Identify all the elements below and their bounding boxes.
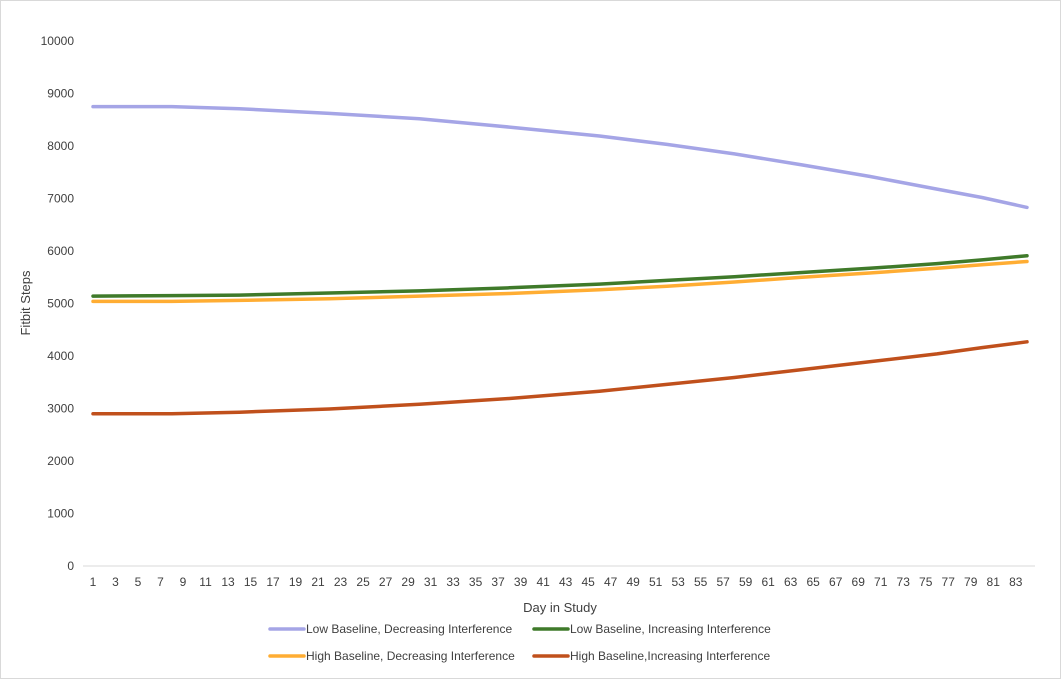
x-tick-label: 83: [1009, 575, 1023, 589]
y-tick-label: 5000: [47, 297, 74, 311]
x-tick-label: 69: [852, 575, 866, 589]
x-tick-label: 5: [135, 575, 142, 589]
x-tick-label: 33: [446, 575, 460, 589]
x-tick-label: 13: [221, 575, 235, 589]
x-tick-label: 67: [829, 575, 843, 589]
x-tick-label: 59: [739, 575, 753, 589]
x-tick-label: 63: [784, 575, 798, 589]
y-tick-label: 3000: [47, 402, 74, 416]
x-tick-label: 45: [581, 575, 595, 589]
y-axis-title: Fitbit Steps: [18, 270, 33, 336]
y-tick-label: 2000: [47, 454, 74, 468]
x-tick-label: 51: [649, 575, 663, 589]
x-tick-label: 41: [536, 575, 550, 589]
y-tick-label: 0: [67, 559, 74, 573]
legend-label-3: High Baseline, Decreasing Interference: [306, 649, 515, 663]
series-line-4: [91, 340, 1029, 416]
x-tick-label: 79: [964, 575, 978, 589]
x-tick-label: 11: [199, 575, 212, 589]
series-line-1: [91, 104, 1029, 210]
y-tick-label: 6000: [47, 244, 74, 258]
y-tick-label: 9000: [47, 87, 74, 101]
y-tick-label: 10000: [41, 34, 75, 48]
x-tick-label: 65: [807, 575, 821, 589]
x-tick-label: 9: [180, 575, 187, 589]
x-tick-label: 35: [469, 575, 483, 589]
x-tick-label: 57: [716, 575, 730, 589]
x-tick-label: 47: [604, 575, 618, 589]
series-line-3: [91, 259, 1029, 304]
x-tick-label: 75: [919, 575, 933, 589]
x-tick-label: 29: [401, 575, 415, 589]
x-tick-label: 21: [311, 575, 325, 589]
x-tick-label: 49: [626, 575, 640, 589]
x-tick-label: 7: [157, 575, 164, 589]
x-tick-label: 77: [942, 575, 956, 589]
x-tick-label: 15: [244, 575, 258, 589]
x-tick-label: 71: [874, 575, 888, 589]
x-tick-label: 81: [987, 575, 1001, 589]
y-tick-label: 7000: [47, 192, 74, 206]
x-axis-title: Day in Study: [523, 600, 597, 615]
x-tick-label: 39: [514, 575, 528, 589]
x-tick-label: 31: [424, 575, 438, 589]
x-tick-label: 55: [694, 575, 708, 589]
x-tick-label: 27: [379, 575, 393, 589]
x-tick-label: 23: [334, 575, 348, 589]
x-tick-label: 17: [266, 575, 280, 589]
x-tick-label: 3: [112, 575, 119, 589]
legend-label-4: High Baseline,Increasing Interference: [570, 649, 770, 663]
y-tick-label: 4000: [47, 349, 74, 363]
x-tick-label: 73: [897, 575, 911, 589]
y-tick-label: 8000: [47, 139, 74, 153]
series-line-2: [91, 253, 1029, 298]
x-tick-label: 19: [289, 575, 303, 589]
x-tick-label: 53: [671, 575, 685, 589]
x-tick-label: 61: [762, 575, 776, 589]
legend-label-1: Low Baseline, Decreasing Interference: [306, 622, 512, 636]
x-tick-label: 37: [491, 575, 505, 589]
y-tick-label: 1000: [47, 507, 74, 521]
x-tick-label: 43: [559, 575, 573, 589]
x-tick-label: 25: [356, 575, 370, 589]
x-tick-label: 1: [90, 575, 97, 589]
legend-label-2: Low Baseline, Increasing Interference: [570, 622, 771, 636]
